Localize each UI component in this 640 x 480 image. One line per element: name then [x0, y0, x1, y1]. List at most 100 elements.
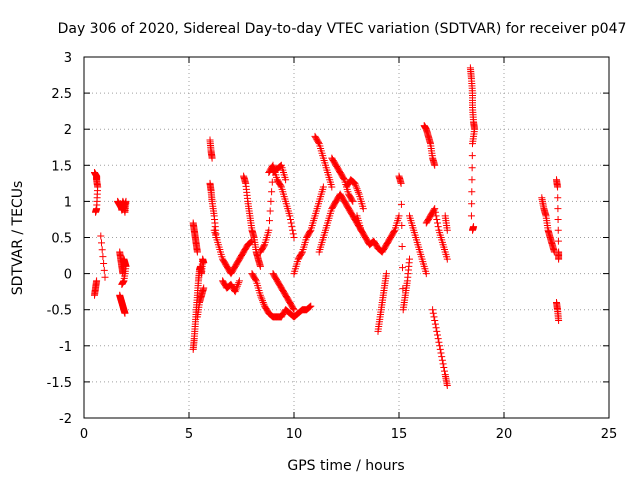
data-point — [429, 306, 437, 314]
data-point — [266, 207, 274, 215]
data-point — [306, 227, 314, 235]
data-point — [98, 246, 106, 254]
data-point — [354, 187, 362, 195]
data-point — [434, 219, 441, 227]
data-point — [351, 179, 359, 187]
y-tick-label: 0.5 — [51, 232, 72, 247]
y-tick-label: 1 — [64, 195, 72, 210]
y-tick-label: 1.5 — [51, 159, 72, 174]
data-point — [290, 234, 298, 241]
data-point — [117, 200, 125, 208]
data-point — [282, 176, 290, 184]
data-point — [431, 205, 439, 213]
chart-title: Day 306 of 2020, Sidereal Day-to-day VTE… — [58, 21, 627, 37]
data-point — [438, 356, 446, 364]
data-point — [554, 205, 562, 213]
data-point — [100, 259, 108, 267]
data-point — [397, 200, 405, 208]
data-point — [289, 230, 297, 238]
data-point — [554, 194, 562, 202]
data-point — [266, 217, 273, 225]
data-point — [340, 175, 348, 183]
data-point — [349, 197, 357, 205]
chart-grid — [84, 57, 609, 418]
data-point — [434, 223, 442, 231]
data-point — [468, 200, 476, 208]
data-point — [287, 219, 295, 227]
data-point — [422, 270, 430, 278]
data-point — [354, 188, 362, 196]
data-point — [468, 176, 476, 184]
data-point — [306, 303, 314, 311]
data-point — [431, 317, 439, 325]
data-point — [399, 285, 407, 293]
data-point — [290, 306, 298, 314]
data-point — [259, 298, 267, 306]
data-point — [277, 162, 285, 170]
data-point — [352, 181, 360, 189]
data-point — [429, 309, 437, 317]
data-point — [468, 164, 476, 172]
data-point — [247, 238, 255, 246]
data-point — [470, 223, 478, 231]
data-point — [208, 154, 216, 162]
data-point — [397, 179, 405, 187]
data-point — [233, 282, 241, 290]
data-point — [233, 284, 241, 292]
data-point — [234, 280, 242, 288]
data-point — [305, 303, 313, 311]
data-point — [437, 349, 445, 357]
data-point — [434, 331, 441, 339]
x-tick-label: 10 — [286, 427, 303, 442]
data-point — [382, 270, 390, 278]
data-point — [101, 273, 109, 281]
data-point — [231, 288, 239, 296]
data-point — [436, 345, 444, 353]
data-point — [433, 327, 441, 335]
data-point — [298, 249, 306, 257]
data-point — [235, 277, 243, 285]
x-tick-label: 0 — [80, 427, 88, 442]
data-point — [469, 140, 476, 148]
data-point — [99, 253, 107, 261]
y-tick-label: 2 — [64, 123, 72, 138]
data-point — [268, 163, 276, 171]
data-point — [398, 243, 406, 251]
plot-frame — [83, 56, 610, 419]
x-tick-label: 25 — [601, 427, 618, 442]
data-point — [260, 300, 268, 308]
data-point — [433, 215, 441, 223]
y-axis-label: SDTVAR / TECUs — [10, 181, 26, 296]
data-point — [436, 342, 444, 350]
data-point — [431, 208, 439, 216]
y-tick-label: -2 — [59, 412, 72, 427]
data-point — [257, 293, 265, 301]
y-tick-label: 0 — [64, 268, 72, 283]
data-point — [232, 286, 240, 294]
data-point — [118, 280, 126, 288]
y-tick-label: -1.5 — [47, 376, 72, 391]
data-point — [443, 255, 451, 263]
x-tick-label: 20 — [496, 427, 513, 442]
data-point — [100, 266, 108, 274]
data-point — [432, 212, 440, 220]
data-point — [443, 226, 451, 234]
data-point — [438, 353, 446, 361]
x-axis-label: GPS time / hours — [287, 458, 404, 474]
data-point — [399, 264, 406, 272]
data-point — [430, 313, 438, 321]
y-tick-label: 3 — [64, 51, 72, 66]
data-point — [431, 161, 439, 169]
data-point — [193, 248, 201, 256]
data-point — [468, 188, 476, 196]
data-point — [200, 259, 208, 267]
data-point — [432, 324, 440, 332]
data-point — [288, 223, 296, 231]
x-tick-label: 5 — [185, 427, 193, 442]
data-point — [200, 284, 208, 292]
data-point — [348, 196, 356, 204]
data-point — [289, 226, 297, 234]
data-point — [97, 232, 105, 240]
data-point — [359, 205, 367, 213]
